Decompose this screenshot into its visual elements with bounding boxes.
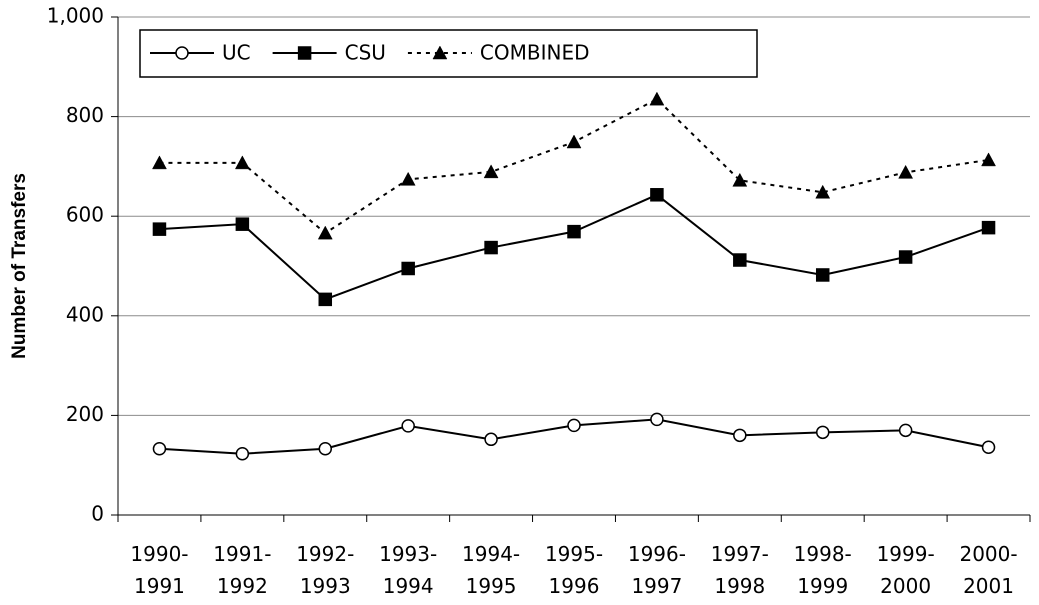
y-axis-label: Number of Transfers <box>9 173 30 359</box>
y-tick-label: 400 <box>66 302 104 326</box>
marker <box>297 46 312 60</box>
marker <box>815 184 831 199</box>
marker <box>733 253 747 267</box>
marker <box>234 155 250 170</box>
legend: UC CSU COMBINED <box>139 29 758 78</box>
series <box>152 188 996 307</box>
marker <box>401 419 415 433</box>
marker <box>152 155 167 170</box>
legend-label: UC <box>222 41 251 65</box>
marker <box>733 428 747 443</box>
marker <box>981 152 996 167</box>
marker <box>483 164 499 179</box>
legend-label: CSU <box>345 41 386 65</box>
x-tick-label: 1996-1997 <box>628 542 686 598</box>
x-tick-label: 1991-1992 <box>213 542 271 598</box>
y-tick-label: 600 <box>66 203 104 227</box>
marker <box>401 261 415 276</box>
marker <box>898 250 913 264</box>
marker <box>981 220 996 235</box>
marker <box>650 188 664 202</box>
marker <box>432 45 448 60</box>
x-tick-label: 2000-2001 <box>959 542 1017 598</box>
marker <box>152 222 167 236</box>
y-tick-label: 1,000 <box>47 4 104 28</box>
marker <box>318 292 333 307</box>
y-tick-label: 200 <box>66 402 104 426</box>
series <box>152 412 996 461</box>
marker <box>567 224 581 239</box>
y-tick-label: 0 <box>91 502 104 526</box>
x-tick-label: 1999-2000 <box>877 542 935 598</box>
marker <box>400 171 416 186</box>
x-tick-label: 1998-1999 <box>794 542 852 598</box>
series <box>152 91 996 240</box>
legend-box <box>139 29 758 78</box>
x-tick-label: 1990-1991 <box>130 542 188 598</box>
marker <box>235 217 250 231</box>
marker <box>566 134 582 149</box>
marker <box>175 46 189 60</box>
x-tick-label: 1992-1993 <box>296 542 354 598</box>
marker <box>815 425 830 440</box>
y-tick-label: 800 <box>66 103 104 127</box>
marker <box>898 423 913 438</box>
marker <box>152 442 167 456</box>
marker <box>235 446 250 461</box>
x-tick-label: 1995-1996 <box>545 542 603 598</box>
x-tick-label: 1997-1998 <box>711 542 769 598</box>
marker <box>650 412 664 427</box>
marker <box>484 240 498 255</box>
marker <box>981 440 996 455</box>
line <box>159 97 989 235</box>
marker <box>318 442 333 456</box>
marker <box>732 172 748 187</box>
marker <box>649 91 665 106</box>
marker <box>815 268 830 282</box>
marker <box>317 225 333 240</box>
marker <box>567 418 581 433</box>
legend-label: COMBINED <box>480 41 590 65</box>
x-tick-label: 1993-1994 <box>379 542 437 598</box>
x-tick-label: 1994-1995 <box>462 542 520 598</box>
marker <box>484 432 498 447</box>
marker <box>898 164 914 179</box>
line <box>159 193 989 301</box>
